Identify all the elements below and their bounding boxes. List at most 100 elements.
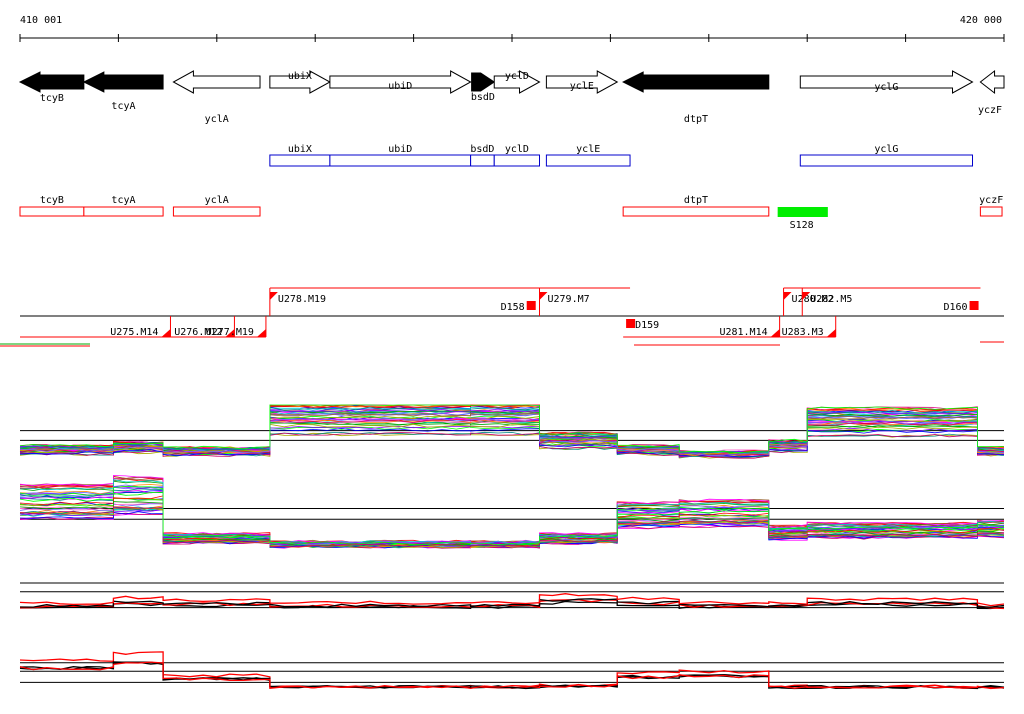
blue-box-label-yclE: yclE	[576, 144, 600, 155]
gene-arrow-ubiD	[329, 70, 472, 94]
gene-arrow-dtpT	[622, 71, 770, 93]
blue-box-label-yclD: yclD	[505, 144, 529, 155]
panel1-profile-line	[19, 404, 1005, 454]
red-box-label-dtpT: dtpT	[684, 195, 708, 206]
transcript-bottom-label: U276.M12	[174, 327, 222, 338]
downregulated-label: D159	[635, 320, 659, 331]
gene-arrow-bsdD	[471, 72, 496, 92]
blue-box-yclG	[799, 154, 974, 167]
panel2-profile-line	[19, 485, 1005, 546]
gene-label-ubiX: ubiX	[288, 71, 312, 82]
downregulated-marker	[626, 319, 636, 328]
gene-label-bsdD: bsdD	[471, 92, 495, 103]
end-coordinate-label: 420 000	[960, 15, 1002, 26]
downregulated-label: D160	[943, 302, 967, 313]
transcript-top-flag	[802, 292, 811, 300]
blue-box-label-ubiD: ubiD	[388, 144, 412, 155]
gene-label-ubiD: ubiD	[388, 81, 412, 92]
downregulated-marker	[526, 301, 536, 310]
blue-box-ubiX	[269, 154, 331, 167]
blue-box-yclD	[493, 154, 541, 167]
operon-blue-track: ubiX ubiD bsdD yclD yclE yclG	[269, 144, 974, 167]
transcript-top-label: U280.M2	[792, 294, 834, 305]
transcript-top-flag	[783, 292, 792, 300]
panel2-profile-line	[19, 506, 1005, 548]
transcript-top-label: U282.M5	[810, 294, 852, 305]
gene-label-yczF: yczF	[978, 105, 1002, 116]
green-marker-label: S128	[790, 220, 814, 231]
transcript-top-label: U278.M19	[278, 294, 326, 305]
gene-arrow-yclG	[799, 70, 974, 94]
transcript-top-flag	[269, 292, 278, 300]
blue-box-label-bsdD: bsdD	[470, 144, 494, 155]
coordinate-ruler	[19, 34, 1005, 42]
transcript-bottom-flag	[161, 329, 171, 337]
gene-track: tcyB tcyA yclA ubiX ubiD bsdD yclD yclE dtpT yclG…	[18, 69, 1005, 125]
gene-label-yclG: yclG	[874, 82, 898, 93]
panel1-profile-line	[19, 412, 1005, 456]
red-box-yclA	[172, 206, 261, 217]
panel3-profile-line	[19, 593, 1005, 607]
gene-arrow-yclD	[493, 70, 541, 94]
gene-label-tcyB: tcyB	[40, 93, 64, 104]
panel1-profile-line	[19, 404, 1005, 454]
panel2-profile-line	[19, 495, 1005, 547]
gene-arrow-tcyB	[18, 71, 85, 93]
blue-box-bsdD	[470, 154, 495, 167]
downregulated-label: D158	[501, 302, 525, 313]
red-box-tcyA	[83, 206, 164, 217]
panel2-profile-line	[19, 486, 1005, 546]
start-coordinate-label: 410 001	[20, 15, 62, 26]
panel4-profile-line	[19, 661, 1005, 690]
gene-label-dtpT: dtpT	[684, 114, 708, 125]
red-box-label-yczF: yczF	[979, 195, 1003, 206]
panel1-profile-line	[19, 419, 1005, 456]
gene-label-yclA: yclA	[205, 114, 229, 125]
panel1-profile-line	[19, 408, 1005, 454]
panel1-profile-line	[19, 431, 1005, 459]
transcript-bottom-label: U277.M19	[206, 327, 254, 338]
red-box-label-tcyA: tcyA	[111, 195, 135, 206]
blue-box-ubiD	[329, 154, 472, 167]
panel2-profile-line	[19, 498, 1005, 547]
panel1-profile-line	[19, 427, 1005, 458]
green-marker	[777, 207, 828, 217]
transcript-top-flag	[539, 292, 548, 300]
panel1-profile-line	[19, 423, 1005, 457]
blue-box-yclE	[545, 154, 631, 167]
panel3-profile-line	[19, 598, 1005, 608]
expression-profile-panels	[19, 404, 1005, 690]
transcript-bottom-flag	[770, 329, 780, 337]
annotation-red-track: tcyB tcyA yclA dtpT yczF	[19, 195, 1003, 217]
gene-label-yclE: yclE	[570, 81, 594, 92]
red-box-yczF	[979, 206, 1003, 217]
panel1-profile-line	[19, 410, 1005, 455]
red-box-dtpT	[622, 206, 770, 217]
gene-arrow-tcyA	[82, 71, 164, 93]
gene-label-yclD: yclD	[505, 71, 529, 82]
panel1-profile-line	[19, 432, 1005, 459]
transcript-top-label: U279.M7	[548, 294, 590, 305]
transcript-bottom-flag	[225, 329, 235, 337]
blue-box-label-yclG: yclG	[874, 144, 898, 155]
gene-arrow-yclE	[545, 70, 619, 94]
transcript-bottom-label: U275.M14	[110, 327, 158, 338]
green-marker-track: S128	[777, 207, 828, 231]
panel1-profile-line	[19, 418, 1005, 456]
gene-arrow-ubiX	[269, 70, 331, 94]
transcript-bottom-label: U283.M3	[782, 327, 824, 338]
transcript-bottom-flag	[256, 329, 266, 337]
red-box-label-tcyB: tcyB	[40, 195, 64, 206]
gene-arrow-yczF	[979, 69, 1005, 95]
transcript-bottom-label: U281.M14	[719, 327, 767, 338]
transcript-bottom-flag	[826, 329, 836, 337]
gene-label-tcyA: tcyA	[111, 101, 135, 112]
red-box-tcyB	[19, 206, 85, 217]
gene-arrow-yclA	[172, 70, 261, 94]
blue-box-label-ubiX: ubiX	[288, 144, 312, 155]
downregulated-marker	[969, 301, 979, 310]
panel1-profile-line	[19, 406, 1005, 454]
red-box-label-yclA: yclA	[205, 195, 229, 206]
